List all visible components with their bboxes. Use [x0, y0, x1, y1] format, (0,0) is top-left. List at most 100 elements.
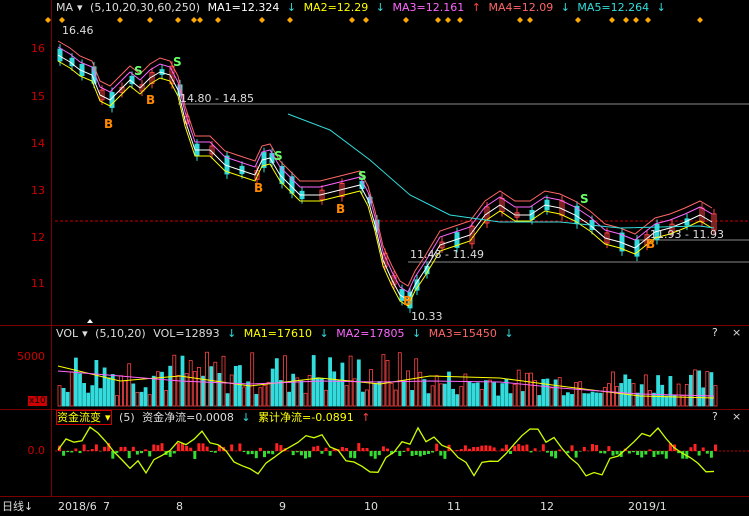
volume-bar	[373, 383, 378, 407]
arrow-down-icon: ↓	[560, 1, 570, 14]
volume-bar	[61, 388, 66, 407]
flow-bar	[652, 451, 656, 457]
signal-diamond-icon	[147, 17, 153, 23]
volume-panel[interactable]: 5000 x10 VOL ▾ (5,10,20) VOL=12893 ↓ MA1=…	[0, 326, 749, 410]
flow-bar	[365, 448, 369, 451]
arrow-up-icon: ↑	[471, 1, 481, 14]
volume-close-button[interactable]: ×	[732, 326, 742, 339]
flow-selector[interactable]: 资金流变 ▾	[56, 410, 112, 425]
month-label: 8	[176, 500, 183, 513]
volume-ma2-line	[57, 370, 715, 397]
flow-bar	[74, 448, 78, 451]
flow-bar	[176, 443, 180, 451]
signal-diamond-icon	[363, 17, 369, 23]
volume-bar	[668, 376, 673, 407]
flow-bar	[402, 451, 406, 452]
volume-help-button[interactable]: ?	[712, 326, 718, 339]
volume-chart[interactable]	[0, 326, 749, 410]
fund-flow-panel[interactable]: 0.0 资金流变 ▾ (5) 资金净流=0.0008 ↓ 累计净流=-0.0891…	[0, 410, 749, 497]
flow-bar	[636, 451, 640, 456]
volume-bar	[508, 393, 513, 407]
volume-bar	[123, 380, 127, 407]
volume-bar	[561, 395, 566, 407]
arrow-down-icon: ↓	[504, 327, 514, 340]
price-chart[interactable]: 16.46 10.33 14.80 - 14.85 11.48 - 11.49 11.9…	[0, 0, 749, 326]
ma5-value: MA5=12.264	[577, 1, 650, 14]
flow-bar	[189, 447, 193, 451]
volume-bar	[570, 394, 574, 407]
flow-help-button[interactable]: ?	[712, 410, 718, 423]
flow-bar	[640, 451, 644, 458]
time-axis: 日线↓ 2018/6 7 8 9 10 11 12 2019/1	[0, 497, 749, 516]
month-label: 7	[103, 500, 110, 513]
volume-y-tick: 5000	[17, 350, 45, 363]
volume-bar	[110, 374, 115, 407]
sell-marker-icon: S	[358, 169, 367, 183]
volume-bar	[389, 383, 394, 407]
flow-bar	[66, 451, 70, 453]
volume-bar	[488, 379, 492, 407]
volume-bar	[406, 370, 410, 407]
volume-bar	[582, 393, 587, 407]
volume-bar	[500, 383, 505, 407]
flow-bar	[345, 447, 348, 451]
arrow-down-icon: ↓	[411, 327, 422, 340]
volume-bar	[356, 359, 361, 407]
volume-bar	[422, 379, 427, 407]
flow-bar	[217, 444, 221, 451]
flow-bar	[197, 443, 201, 451]
flow-bar	[242, 451, 246, 453]
flow-bar	[62, 451, 66, 456]
ma-params: (5,10,20,30,60,250)	[90, 1, 201, 14]
buy-marker-icon: B	[336, 202, 345, 216]
ma3-line	[57, 46, 713, 293]
volume-bar	[336, 380, 341, 407]
buy-marker-icon: B	[104, 117, 113, 131]
volume-bar	[237, 365, 242, 407]
volume-bar	[611, 371, 615, 407]
flow-bar	[258, 447, 262, 451]
flow-bar	[312, 446, 316, 451]
y-tick-16: 16	[31, 42, 45, 55]
signal-diamond-icon	[259, 17, 265, 23]
volume-bar	[119, 375, 123, 407]
flow-bar	[439, 451, 443, 456]
volume-bar	[512, 383, 517, 407]
signal-diamond-icon	[517, 17, 523, 23]
flow-bar	[431, 451, 435, 453]
cursor-marker-icon	[87, 319, 93, 323]
flow-bar	[513, 445, 517, 451]
ma2-value: MA2=12.29	[303, 1, 369, 14]
flow-bar	[632, 451, 635, 453]
volume-bar	[533, 380, 537, 407]
arrow-down-icon: ↓	[375, 1, 386, 14]
flow-bar	[681, 451, 685, 459]
buy-marker-icon: B	[146, 93, 155, 107]
flow-bar	[418, 451, 422, 457]
fund-flow-chart[interactable]	[0, 410, 749, 497]
flow-bar	[381, 446, 385, 451]
volume-bar	[430, 385, 435, 407]
flow-bar	[279, 445, 283, 451]
volume-selector[interactable]: VOL ▾	[56, 327, 88, 340]
volume-bar	[418, 371, 423, 407]
period-selector[interactable]: 日线↓	[2, 500, 34, 513]
flow-close-button[interactable]: ×	[732, 410, 742, 423]
volume-bar	[168, 365, 173, 407]
volume-bar	[701, 387, 706, 407]
volume-bar	[229, 374, 234, 407]
volume-bar	[283, 355, 287, 407]
flow-bar	[500, 448, 504, 451]
volume-bar	[262, 385, 267, 407]
flow-bar	[627, 451, 631, 454]
volume-bar	[217, 372, 222, 407]
price-panel[interactable]: 16 15 14 13 12 11 16.46 10.33 14.80 - 14.8…	[0, 0, 749, 326]
signal-diamond-icon	[191, 17, 197, 23]
flow-bar	[664, 451, 668, 459]
flow-bar	[607, 446, 611, 451]
volume-bar	[693, 369, 697, 407]
volume-bar	[340, 362, 345, 407]
ma1-value: MA1=12.324	[207, 1, 280, 14]
volume-bar	[479, 389, 484, 407]
ma-selector[interactable]: MA ▾	[56, 1, 83, 14]
